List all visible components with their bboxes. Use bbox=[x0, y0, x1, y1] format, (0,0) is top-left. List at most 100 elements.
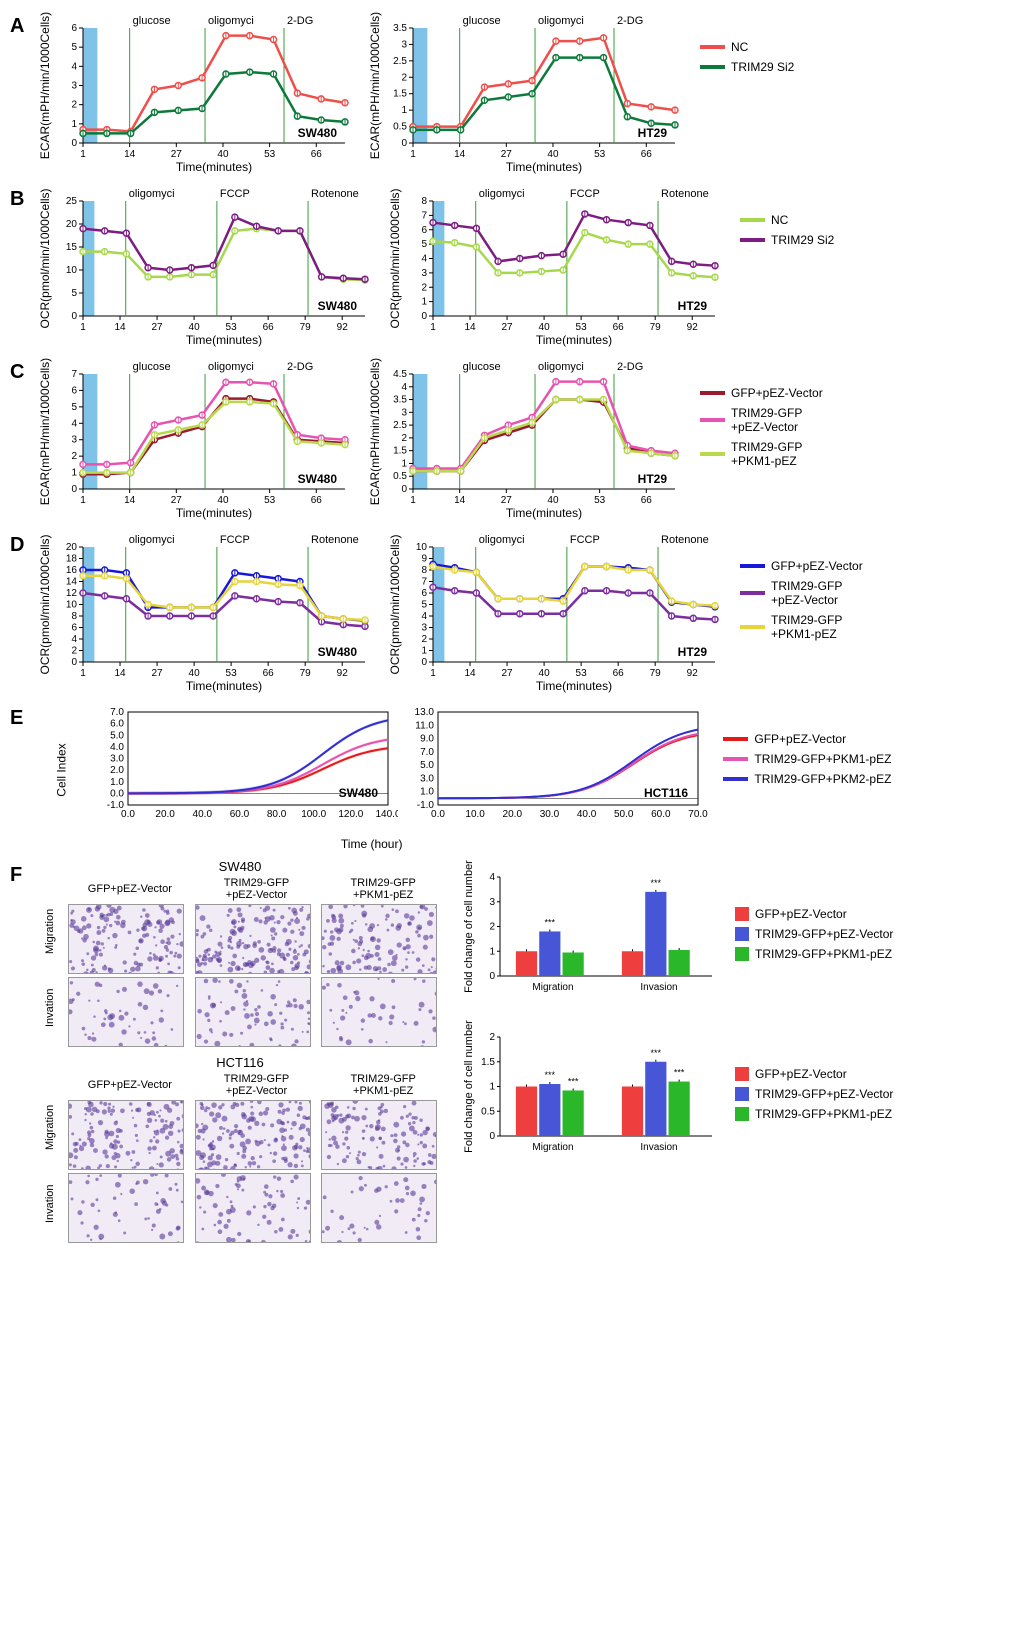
svg-text:13.0: 13.0 bbox=[415, 707, 435, 718]
legend-item: TRIM29-GFP+PKM2-pEZ bbox=[723, 772, 891, 786]
legend-item: GFP+pEZ-Vector bbox=[700, 386, 823, 400]
chart-D-right: 012345678910114274053667992oligomyciFCCP… bbox=[385, 529, 725, 694]
legend-swatch bbox=[700, 418, 725, 422]
svg-text:2: 2 bbox=[489, 1032, 495, 1043]
svg-text:***: *** bbox=[674, 1068, 685, 1078]
svg-text:Time(minutes): Time(minutes) bbox=[506, 506, 582, 520]
svg-text:3: 3 bbox=[401, 407, 407, 418]
legend-E: GFP+pEZ-VectorTRIM29-GFP+PKM1-pEZTRIM29-… bbox=[723, 702, 891, 792]
svg-text:3: 3 bbox=[71, 81, 77, 92]
legend-item: GFP+pEZ-Vector bbox=[740, 559, 863, 573]
svg-text:glucose: glucose bbox=[133, 361, 171, 373]
svg-text:14: 14 bbox=[114, 322, 126, 333]
svg-text:1.5: 1.5 bbox=[393, 89, 407, 100]
svg-text:3.5: 3.5 bbox=[393, 23, 407, 34]
svg-text:ECAR(mPH/min/1000Cells): ECAR(mPH/min/1000Cells) bbox=[38, 12, 52, 159]
panel-label-D: D bbox=[10, 529, 35, 557]
svg-text:25: 25 bbox=[66, 196, 78, 207]
svg-text:53: 53 bbox=[264, 149, 276, 160]
svg-text:70.0: 70.0 bbox=[689, 809, 709, 820]
svg-text:53: 53 bbox=[594, 495, 606, 506]
line-chart: 00.511.522.533.544.511427405366glucoseol… bbox=[365, 356, 685, 521]
svg-text:HT29: HT29 bbox=[638, 126, 668, 140]
svg-text:40: 40 bbox=[189, 668, 201, 679]
svg-text:1: 1 bbox=[410, 495, 416, 506]
legend-item: TRIM29-GFP+PKM1-pEZ bbox=[740, 613, 863, 641]
svg-text:0.0: 0.0 bbox=[431, 809, 445, 820]
svg-text:0.5: 0.5 bbox=[481, 1106, 495, 1117]
legend-item: TRIM29-GFP+pEZ-Vector bbox=[740, 579, 863, 607]
microscopy-image bbox=[195, 977, 311, 1047]
svg-text:5.0: 5.0 bbox=[110, 730, 124, 741]
line-chart: 012345678910114274053667992oligomyciFCCP… bbox=[385, 529, 725, 694]
svg-text:FCCP: FCCP bbox=[220, 534, 250, 546]
svg-text:Migration: Migration bbox=[532, 1142, 573, 1153]
svg-text:0: 0 bbox=[71, 311, 77, 322]
svg-text:140.0: 140.0 bbox=[376, 809, 399, 820]
svg-text:2-DG: 2-DG bbox=[287, 361, 313, 373]
svg-text:27: 27 bbox=[501, 668, 513, 679]
svg-text:HT29: HT29 bbox=[678, 299, 708, 313]
legend-swatch bbox=[740, 591, 765, 595]
svg-text:0.5: 0.5 bbox=[393, 471, 407, 482]
svg-text:0.0: 0.0 bbox=[121, 809, 135, 820]
svg-text:60.0: 60.0 bbox=[230, 809, 250, 820]
microscopy-image bbox=[321, 904, 437, 974]
svg-text:oligomyci: oligomyci bbox=[129, 188, 175, 200]
svg-text:4: 4 bbox=[421, 611, 427, 622]
svg-text:0: 0 bbox=[421, 311, 427, 322]
svg-text:40: 40 bbox=[217, 495, 229, 506]
line-chart: 012345611427405366glucoseoligomyci2-DGEC… bbox=[35, 10, 355, 175]
svg-text:HT29: HT29 bbox=[678, 645, 708, 659]
microscopy-image bbox=[195, 904, 311, 974]
svg-text:4: 4 bbox=[71, 634, 77, 645]
legend-swatch bbox=[723, 777, 748, 781]
svg-text:SW480: SW480 bbox=[318, 645, 358, 659]
microscopy-image bbox=[195, 1173, 311, 1243]
svg-text:1: 1 bbox=[489, 1082, 495, 1093]
svg-text:oligomyci: oligomyci bbox=[208, 15, 254, 27]
svg-text:10.0: 10.0 bbox=[466, 809, 486, 820]
panel-label-C: C bbox=[10, 356, 35, 384]
svg-text:66: 66 bbox=[613, 322, 625, 333]
svg-text:1: 1 bbox=[71, 468, 77, 479]
legend-label: TRIM29-GFP+PKM2-pEZ bbox=[754, 772, 891, 786]
svg-text:14: 14 bbox=[124, 149, 136, 160]
svg-text:79: 79 bbox=[650, 322, 662, 333]
legend-C: GFP+pEZ-VectorTRIM29-GFP+pEZ-VectorTRIM2… bbox=[700, 356, 823, 474]
svg-text:glucose: glucose bbox=[463, 361, 501, 373]
svg-text:***: *** bbox=[545, 917, 556, 927]
svg-text:1: 1 bbox=[401, 105, 407, 116]
svg-text:2: 2 bbox=[421, 282, 427, 293]
legend-swatch bbox=[740, 218, 765, 222]
svg-text:66: 66 bbox=[613, 668, 625, 679]
svg-text:glucose: glucose bbox=[463, 15, 501, 27]
legend-swatch bbox=[700, 65, 725, 69]
svg-text:2: 2 bbox=[401, 72, 407, 83]
svg-text:120.0: 120.0 bbox=[339, 809, 364, 820]
svg-text:oligomyci: oligomyci bbox=[479, 188, 525, 200]
svg-text:66: 66 bbox=[641, 495, 653, 506]
svg-text:1: 1 bbox=[430, 668, 436, 679]
legend-swatch bbox=[740, 625, 765, 629]
svg-text:ECAR(mPH/min/1000Cells): ECAR(mPH/min/1000Cells) bbox=[368, 12, 382, 159]
chart-A-right: 00.511.522.533.511427405366glucoseoligom… bbox=[365, 10, 685, 175]
svg-text:92: 92 bbox=[687, 668, 699, 679]
legend-label: NC bbox=[731, 40, 748, 54]
svg-text:2-DG: 2-DG bbox=[287, 15, 313, 27]
svg-text:3: 3 bbox=[401, 39, 407, 50]
svg-text:1.5: 1.5 bbox=[481, 1057, 495, 1068]
svg-text:oligomyci: oligomyci bbox=[538, 361, 584, 373]
svg-text:14: 14 bbox=[454, 495, 466, 506]
svg-text:1: 1 bbox=[421, 646, 427, 657]
svg-text:0: 0 bbox=[401, 138, 407, 149]
svg-text:FCCP: FCCP bbox=[570, 534, 600, 546]
line-chart: 02468101214161820114274053667992oligomyc… bbox=[35, 529, 375, 694]
chart-E-right: 1.03.05.07.09.011.0-1.013.00.010.020.030… bbox=[398, 702, 708, 837]
microscopy-image bbox=[68, 904, 184, 974]
svg-text:5: 5 bbox=[421, 600, 427, 611]
svg-text:0: 0 bbox=[71, 484, 77, 495]
legend-swatch bbox=[740, 564, 765, 568]
chart-C-left: 0123456711427405366glucoseoligomyci2-DGE… bbox=[35, 356, 355, 521]
svg-text:4.5: 4.5 bbox=[393, 369, 407, 380]
